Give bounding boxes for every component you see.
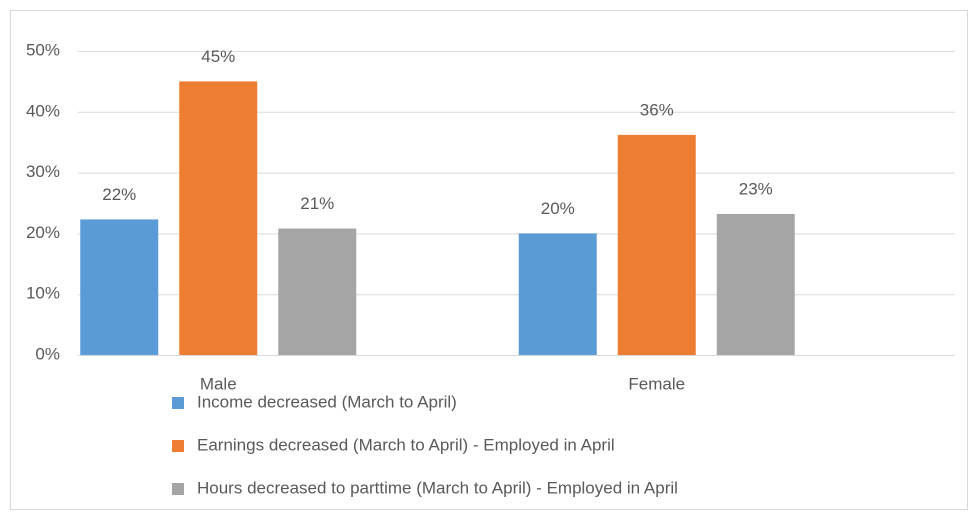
value-label: 36%	[640, 100, 674, 119]
legend-label: Hours decreased to parttime (March to Ap…	[197, 478, 678, 497]
bar	[80, 219, 159, 355]
value-label: 21%	[300, 194, 334, 213]
bar	[278, 228, 357, 355]
x-tick-label: Male	[200, 374, 237, 393]
value-label: 20%	[541, 199, 575, 218]
bar	[617, 134, 696, 355]
value-label: 22%	[102, 185, 136, 204]
legend-swatch	[172, 440, 184, 452]
value-label: 23%	[739, 179, 773, 198]
y-tick-label: 20%	[26, 223, 60, 242]
y-tick-label: 40%	[26, 101, 60, 120]
legend-label: Income decreased (March to April)	[197, 392, 457, 411]
x-tick-label: Female	[628, 374, 685, 393]
value-label: 45%	[201, 47, 235, 66]
bar	[518, 233, 597, 355]
legend-swatch	[172, 397, 184, 409]
y-tick-label: 50%	[26, 40, 60, 59]
y-tick-label: 0%	[35, 344, 60, 363]
bar	[716, 213, 795, 355]
y-tick-label: 10%	[26, 284, 60, 303]
chart-border	[10, 10, 968, 510]
legend-swatch	[172, 483, 184, 495]
legend-label: Earnings decreased (March to April) - Em…	[197, 435, 615, 454]
bar	[179, 81, 258, 356]
y-tick-label: 30%	[26, 162, 60, 181]
